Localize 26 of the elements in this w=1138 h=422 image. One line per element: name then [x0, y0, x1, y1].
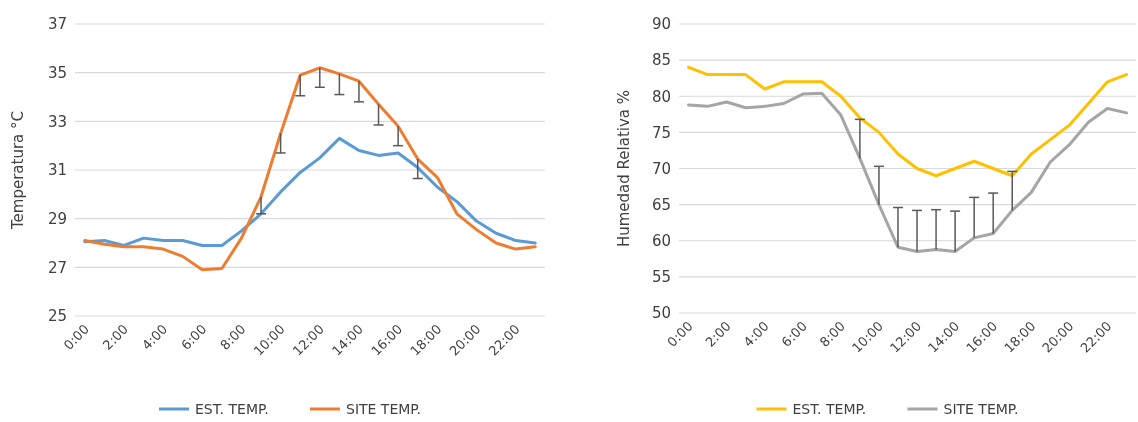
y-tick-label: 85	[651, 51, 671, 70]
y-tick-label: 33	[47, 112, 67, 131]
line-series	[687, 91, 1128, 254]
y-tick-label: 60	[651, 232, 671, 250]
y-tick-label: 70	[651, 159, 671, 178]
y-tick-label: 80	[651, 87, 671, 106]
line-series	[83, 66, 537, 272]
y-tick-label: 50	[651, 304, 671, 323]
y-tick-label: 65	[651, 195, 671, 214]
y-tick-label: 35	[47, 63, 67, 82]
y-tick-label: 37	[47, 15, 67, 34]
y-axis-title: Temperatura °C	[9, 110, 28, 231]
y-tick-label: 27	[47, 258, 67, 277]
y-tick-label: 25	[47, 307, 67, 326]
line-series	[83, 136, 537, 247]
line-series	[687, 65, 1128, 178]
y-tick-label: 55	[651, 268, 671, 287]
y-axis-title: Humedad Relativa %	[615, 89, 634, 248]
y-tick-label: 29	[47, 209, 67, 228]
y-tick-label: 75	[651, 123, 671, 142]
legend-label: EST. TEMP.	[195, 400, 269, 417]
y-tick-label: 31	[47, 161, 67, 180]
y-tick-label: 90	[651, 15, 671, 34]
legend-label: SITE TEMP.	[943, 400, 1019, 417]
legend-label: EST. TEMP.	[792, 400, 867, 417]
legend-label: SITE TEMP.	[346, 400, 422, 417]
